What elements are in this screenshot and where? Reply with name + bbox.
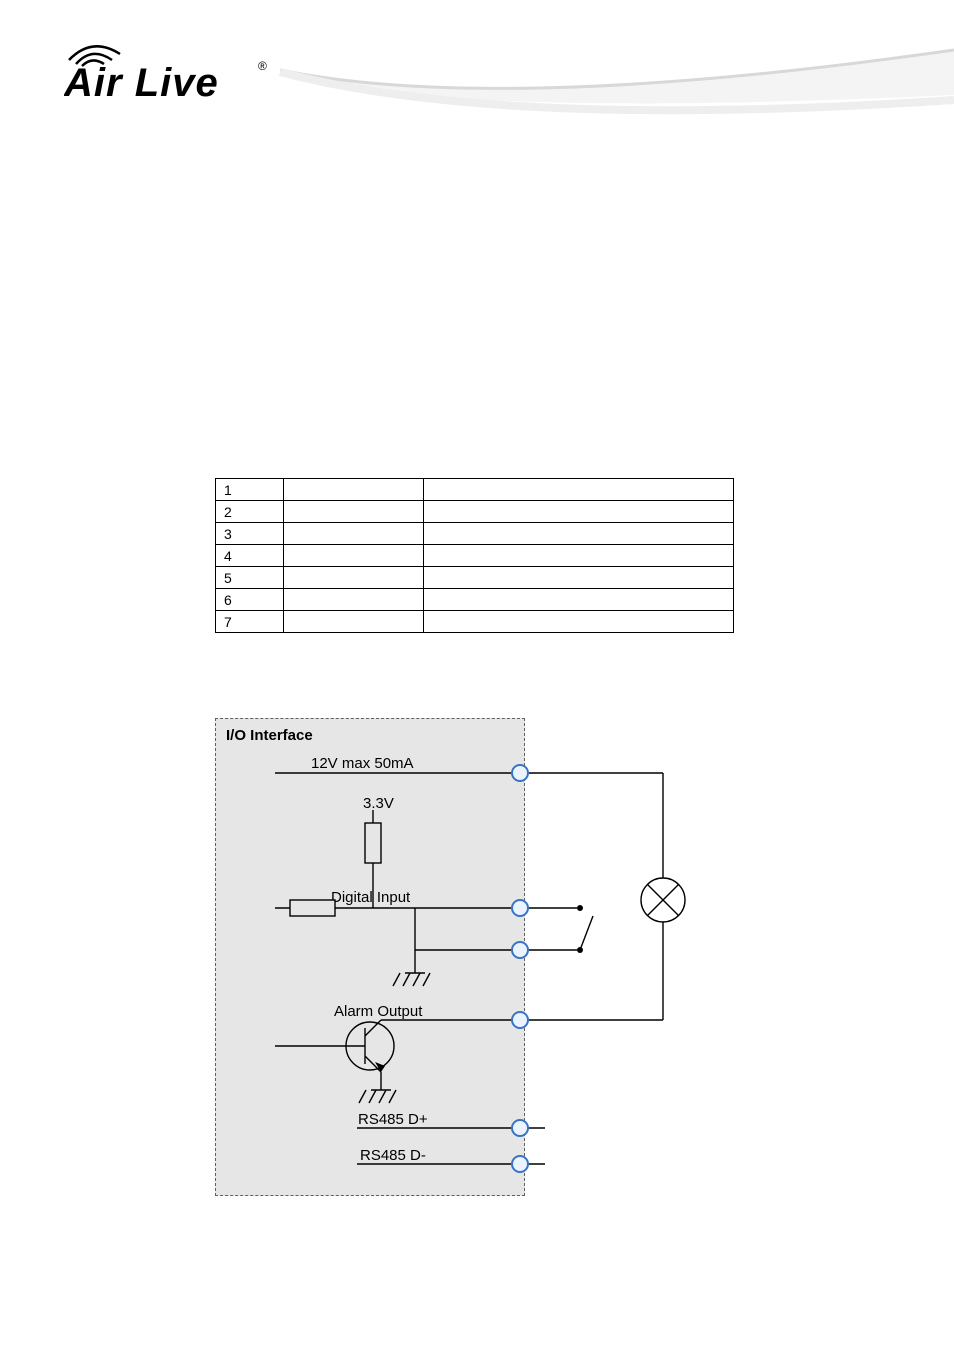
label-alarm-output: Alarm Output [334, 1003, 422, 1020]
table-row: 5 [216, 567, 734, 589]
table-row: 4 [216, 545, 734, 567]
cell-pin: 2 [216, 501, 284, 523]
cell-pin: 3 [216, 523, 284, 545]
table-row: 7 [216, 611, 734, 633]
table-row: 3 [216, 523, 734, 545]
label-rs485-minus: RS485 D- [360, 1147, 426, 1164]
label-digital-input: Digital Input [331, 889, 410, 906]
logo-text-1: Air [64, 61, 135, 105]
table-row: 1 [216, 479, 734, 501]
logo: Air Live ® [64, 38, 274, 113]
io-title: I/O Interface [226, 727, 313, 744]
cell-name [284, 501, 424, 523]
table-row: 2 [216, 501, 734, 523]
cell-pin: 5 [216, 567, 284, 589]
cell-func [424, 479, 734, 501]
svg-text:Air Live: Air Live [64, 61, 219, 105]
cell-func [424, 501, 734, 523]
cell-name [284, 479, 424, 501]
cell-name [284, 523, 424, 545]
cell-pin: 1 [216, 479, 284, 501]
cell-name [284, 611, 424, 633]
cell-func [424, 589, 734, 611]
cell-pin: 4 [216, 545, 284, 567]
cell-name [284, 545, 424, 567]
logo-text-2: Live [135, 61, 219, 105]
cell-func [424, 611, 734, 633]
cell-func [424, 523, 734, 545]
registered-icon: ® [258, 59, 267, 73]
pin-table: 1 2 3 4 5 6 7 [215, 478, 734, 633]
cell-name [284, 567, 424, 589]
cell-func [424, 567, 734, 589]
cell-func [424, 545, 734, 567]
table-row: 6 [216, 589, 734, 611]
label-33v: 3.3V [363, 795, 394, 812]
cell-pin: 7 [216, 611, 284, 633]
io-diagram-box: I/O Interface 12V max 50mA 3.3V Digital … [215, 718, 525, 1196]
label-12v: 12V max 50mA [311, 755, 414, 772]
cell-pin: 6 [216, 589, 284, 611]
label-rs485-plus: RS485 D+ [358, 1111, 428, 1128]
cell-name [284, 589, 424, 611]
